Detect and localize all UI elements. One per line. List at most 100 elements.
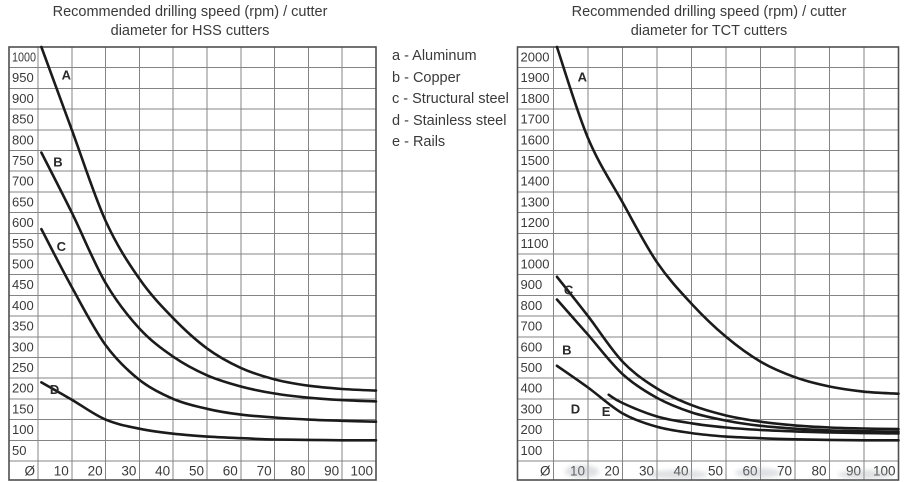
tct-title-line1: Recommended drilling speed (rpm) / cutte… xyxy=(571,4,847,20)
x-tick-label: 30 xyxy=(639,464,654,479)
legend-item-b: b - Copper xyxy=(392,69,461,86)
y-tick-label: 150 xyxy=(12,401,34,416)
x-tick-label: 60 xyxy=(223,464,238,479)
y-tick-label: 500 xyxy=(521,360,543,375)
watermark-smudge xyxy=(648,470,708,479)
y-tick-label: 1100 xyxy=(521,236,549,251)
x-tick-label: 50 xyxy=(189,464,204,479)
diameter-symbol: Ø xyxy=(24,464,35,479)
y-tick-label: 2000 xyxy=(521,50,550,65)
watermark-smudge xyxy=(565,465,599,478)
x-tick-label: 20 xyxy=(88,464,103,479)
x-tick-label: 100 xyxy=(350,464,373,479)
y-tick-label: 100 xyxy=(521,443,543,458)
y-tick-label: 1000 xyxy=(12,50,36,65)
hss-y-tick-labels: 1000 950 900 850 800 750 700 650 600 550 500 450 400… xyxy=(12,50,36,458)
y-tick-label: 900 xyxy=(12,91,34,106)
hss-curve-label-D: D xyxy=(50,382,59,397)
legend-item-c: c - Structural steel xyxy=(392,91,509,107)
y-tick-label: 1400 xyxy=(521,174,550,189)
x-tick-label: 80 xyxy=(290,464,305,479)
chart-tct: 2000 1900 1800 1700 1600 1500 1400 1300 1200 1100… xyxy=(516,45,900,481)
tct-curve-label-B: B xyxy=(562,343,571,358)
hss-chart-title: Recommended drilling speed (rpm) / cutte… xyxy=(0,3,380,41)
y-tick-label: 1900 xyxy=(521,70,550,85)
y-tick-label: 1200 xyxy=(521,215,550,230)
hss-curve-label-A: A xyxy=(62,67,72,82)
y-tick-label: 1300 xyxy=(521,194,550,209)
y-tick-label: 600 xyxy=(12,215,34,230)
tct-curve-A xyxy=(555,45,900,395)
y-tick-label: 100 xyxy=(12,422,34,437)
tct-curve-C xyxy=(555,275,900,431)
tct-chart-border xyxy=(516,46,900,481)
hss-title-line1: Recommended drilling speed (rpm) / cutte… xyxy=(52,4,328,20)
hss-title-line2: diameter for HSS cutters xyxy=(110,23,270,39)
x-tick-label: 20 xyxy=(604,464,619,479)
hss-curve-C xyxy=(40,227,378,423)
x-tick-label: 70 xyxy=(257,464,272,479)
hss-curve-D xyxy=(40,381,378,442)
hss-curve-label-C: C xyxy=(57,239,67,254)
tct-curve-B xyxy=(555,298,900,434)
y-tick-label: 300 xyxy=(12,339,34,354)
y-tick-label: 400 xyxy=(521,381,543,396)
y-tick-label: 200 xyxy=(521,422,543,437)
y-tick-label: 550 xyxy=(12,236,34,251)
y-tick-label: 900 xyxy=(521,277,543,292)
x-tick-label: 10 xyxy=(54,464,69,479)
hss-curve-A xyxy=(40,45,378,392)
y-tick-label: 650 xyxy=(12,194,34,209)
y-tick-label: 300 xyxy=(521,401,543,416)
y-tick-label: 750 xyxy=(12,153,34,168)
chart-hss: 1000 950 900 850 800 750 700 650 600 550 500 450 400… xyxy=(8,45,378,481)
watermark-smudge xyxy=(838,470,893,479)
diameter-symbol: Ø xyxy=(540,464,551,479)
y-tick-label: 1000 xyxy=(521,257,550,272)
x-tick-label: 80 xyxy=(811,464,826,479)
y-tick-label: 400 xyxy=(12,298,34,313)
x-tick-label: 60 xyxy=(742,464,757,479)
tct-chart-title: Recommended drilling speed (rpm) / cutte… xyxy=(516,3,902,41)
tct-curve-label-C: C xyxy=(564,283,574,298)
x-tick-label: 10 xyxy=(570,464,585,479)
x-tick-label: 50 xyxy=(708,464,723,479)
y-tick-label: 950 xyxy=(12,70,34,85)
y-tick-label: 850 xyxy=(12,112,34,127)
hss-curve-B xyxy=(40,151,378,403)
y-tick-label: 800 xyxy=(521,298,543,313)
hss-curve-label-B: B xyxy=(53,154,62,169)
materials-legend: a - Aluminum b - Copper c - Structural s… xyxy=(392,46,516,154)
tct-curve-D xyxy=(555,364,900,442)
x-tick-label: 70 xyxy=(777,464,792,479)
tct-curve-label-D: D xyxy=(571,402,580,417)
tct-title-line2: diameter for TCT cutters xyxy=(630,23,788,39)
legend-item-e: e - Rails xyxy=(392,134,446,150)
hss-chart-border xyxy=(8,46,377,481)
y-tick-label: 700 xyxy=(521,319,543,334)
y-tick-label: 450 xyxy=(12,277,34,292)
y-tick-label: 350 xyxy=(12,319,34,334)
x-tick-label: 100 xyxy=(873,464,896,479)
y-tick-label: 250 xyxy=(12,360,34,375)
x-tick-label: 90 xyxy=(324,464,339,479)
tct-x-tick-labels: Ø 10 20 30 40 50 60 70 80 90 100 xyxy=(540,464,896,479)
x-tick-label: 30 xyxy=(121,464,136,479)
y-tick-label: 1800 xyxy=(521,91,550,106)
x-tick-label: 90 xyxy=(846,464,861,479)
tct-curve-label-A: A xyxy=(578,69,588,84)
watermark-smudge xyxy=(735,468,781,478)
tct-curve-label-E: E xyxy=(602,404,611,419)
x-tick-label: 40 xyxy=(673,464,688,479)
legend-item-a: a - Aluminum xyxy=(392,48,477,64)
y-tick-label: 1500 xyxy=(521,153,550,168)
tct-curve-E xyxy=(607,393,900,435)
y-tick-label: 700 xyxy=(12,174,34,189)
y-tick-label: 200 xyxy=(12,381,34,396)
y-tick-label: 50 xyxy=(12,443,26,458)
y-tick-label: 800 xyxy=(12,132,34,147)
legend-item-d: d - Stainless steel xyxy=(392,112,507,129)
y-tick-label: 600 xyxy=(521,339,543,354)
